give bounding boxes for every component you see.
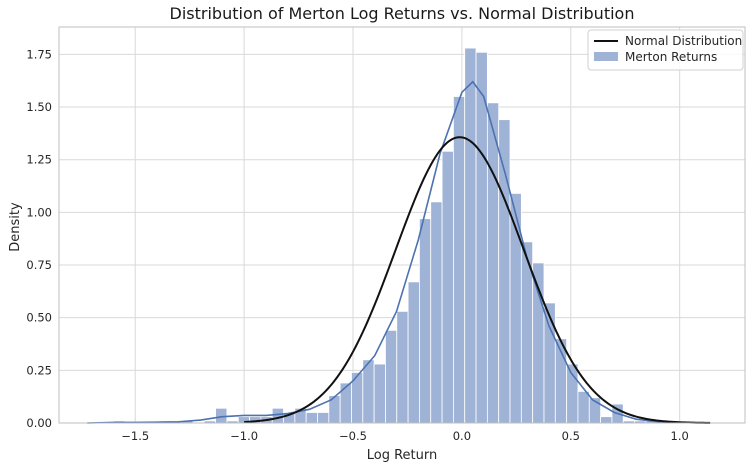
histogram-bars (113, 47, 658, 424)
histogram-bar (566, 363, 579, 424)
histogram-bar (475, 51, 488, 424)
histogram-bar (441, 150, 454, 424)
histogram-bar (396, 310, 409, 424)
histogram-bar (407, 281, 420, 424)
y-tick-label: 1.50 (26, 100, 52, 114)
x-tick-label: 0.5 (562, 429, 580, 443)
legend: Normal Distribution Merton Returns (587, 29, 744, 71)
x-tick-label: −1.0 (230, 429, 258, 443)
histogram-bar (362, 359, 375, 424)
histogram-bar (543, 302, 556, 424)
x-axis-label: Log Return (367, 448, 438, 463)
kde-curve (87, 80, 711, 424)
y-tick-label: 0.50 (26, 311, 52, 325)
histogram-bar (498, 119, 511, 424)
x-tick-label: 1.0 (671, 429, 689, 443)
y-tick-label: 1.00 (26, 205, 52, 219)
legend-normal-label: Normal Distribution (625, 34, 742, 48)
legend-merton-swatch (594, 52, 618, 61)
x-tick-label: −1.5 (121, 429, 149, 443)
histogram-bar (215, 407, 228, 424)
histogram-bar (317, 412, 330, 424)
y-axis-label: Density (8, 202, 23, 252)
histogram-bar (577, 391, 590, 424)
legend-merton-label: Merton Returns (625, 50, 717, 64)
histogram-bar (419, 218, 432, 424)
x-tick-label: −0.5 (339, 429, 367, 443)
chart-title: Distribution of Merton Log Returns vs. N… (170, 4, 635, 23)
histogram-bar (452, 96, 466, 424)
histogram-bar (385, 329, 398, 424)
histogram-bar (430, 201, 443, 424)
y-tick-label: 1.75 (26, 47, 52, 61)
histogram-bar (600, 416, 613, 424)
y-tick-label: 1.25 (26, 153, 52, 167)
histogram-bar (373, 363, 386, 424)
histogram-bar (486, 102, 500, 424)
axes: −1.5 −1.0 −0.5 0.0 0.5 1.0 0.00 0.25 0.50 0.75 1.0… (26, 26, 746, 443)
plot-frame (58, 26, 746, 424)
y-tick-label: 0.25 (26, 363, 52, 377)
histogram-bar (464, 47, 477, 424)
histogram-bar (271, 407, 284, 424)
legend-frame (587, 29, 744, 71)
y-tick-label: 0.75 (26, 258, 52, 272)
x-tick-label: 0.0 (453, 429, 471, 443)
histogram-bar (305, 412, 318, 424)
histogram-bar (339, 382, 352, 424)
y-tick-label: 0.00 (26, 416, 52, 430)
normal-distribution-curve (244, 136, 711, 424)
